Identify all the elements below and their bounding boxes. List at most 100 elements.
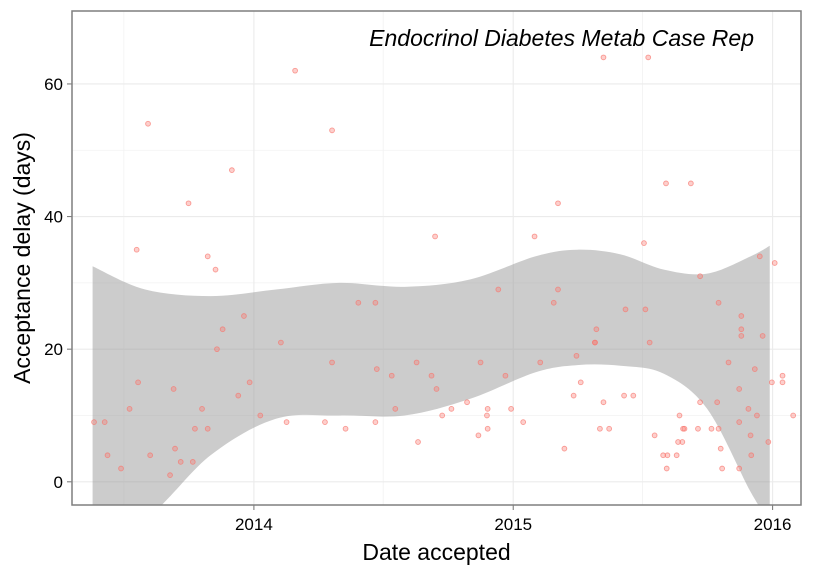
data-point (329, 359, 335, 366)
data-point (185, 200, 192, 207)
data-point (736, 386, 743, 392)
data-point (126, 406, 133, 412)
data-point (484, 425, 491, 432)
data-point (257, 412, 264, 419)
data-point (204, 253, 211, 260)
data-point (561, 445, 568, 452)
data-point (484, 406, 491, 412)
data-point (779, 379, 786, 386)
data-point (283, 419, 290, 425)
data-point (673, 452, 680, 459)
data-point (676, 412, 683, 419)
data-point (769, 379, 775, 386)
data-point (754, 412, 760, 419)
data-point (199, 406, 205, 412)
data-point (229, 167, 235, 173)
data-point (172, 445, 178, 452)
data-point (484, 412, 490, 419)
data-point (278, 339, 284, 346)
data-point (502, 372, 509, 379)
data-point (651, 432, 658, 439)
data-point (204, 425, 211, 432)
data-point (448, 406, 455, 412)
data-point (577, 379, 584, 386)
data-point (101, 419, 108, 425)
data-point (170, 386, 177, 392)
data-point (745, 406, 752, 412)
data-point (118, 465, 124, 472)
data-point (570, 392, 577, 399)
data-point (660, 452, 667, 459)
smooth-band-layer (92, 245, 770, 505)
data-point (664, 452, 671, 459)
data-point (373, 366, 380, 372)
data-point (508, 406, 514, 412)
axes: 0 20 40 60 2014 2015 2016 (44, 75, 791, 534)
data-point (433, 386, 440, 392)
x-axis-title: Date accepted (362, 539, 510, 565)
data-point (531, 233, 538, 240)
data-point (719, 465, 725, 472)
data-point (736, 465, 743, 472)
data-point (192, 425, 198, 432)
data-point (219, 326, 226, 333)
chart-annotation: Endocrinol Diabetes Metab Case Rep (369, 25, 754, 51)
data-point (135, 379, 141, 386)
data-point (600, 54, 607, 61)
data-point (688, 180, 694, 187)
data-point (432, 233, 438, 240)
data-point (329, 127, 335, 134)
data-point (779, 372, 786, 379)
data-point (642, 306, 649, 313)
data-point (342, 425, 349, 432)
data-point (738, 313, 745, 319)
data-point (415, 439, 421, 445)
data-point (104, 452, 111, 459)
data-point (355, 299, 362, 306)
data-point (550, 299, 557, 306)
data-point (495, 286, 502, 293)
data-point (428, 372, 435, 379)
y-tick-label: 0 (54, 473, 63, 492)
data-point (641, 240, 647, 246)
x-tick-label: 2014 (235, 515, 273, 534)
data-point (622, 306, 629, 313)
x-tick-label: 2016 (754, 515, 792, 534)
data-point (167, 472, 173, 479)
data-point (630, 392, 637, 399)
data-point (725, 359, 732, 366)
data-point (621, 392, 627, 399)
smooth-band-group (92, 245, 770, 505)
data-point (747, 432, 754, 439)
data-point (246, 379, 253, 386)
y-tick-label: 20 (44, 340, 63, 359)
data-point (771, 260, 778, 266)
data-point (235, 392, 242, 399)
points-layer (91, 54, 797, 479)
data-point (439, 412, 446, 419)
data-point (645, 54, 652, 61)
data-point (177, 459, 184, 465)
data-point (477, 359, 484, 366)
x-tick-label: 2015 (494, 515, 532, 534)
data-point (597, 425, 603, 432)
data-point (147, 452, 154, 459)
y-tick-label: 40 (44, 208, 63, 227)
data-point (765, 439, 772, 445)
data-point (736, 419, 743, 425)
y-axis-title: Acceptance delay (days) (9, 132, 35, 384)
data-point (600, 399, 607, 406)
data-point (606, 425, 613, 432)
data-point (715, 299, 722, 306)
data-point (593, 326, 600, 333)
data-point (413, 359, 420, 366)
data-point (717, 445, 724, 452)
data-point (756, 253, 763, 260)
data-point (145, 120, 151, 127)
data-point (133, 246, 140, 253)
data-point (388, 372, 395, 379)
data-point (748, 452, 755, 459)
data-point (241, 313, 247, 319)
data-point (212, 266, 219, 273)
